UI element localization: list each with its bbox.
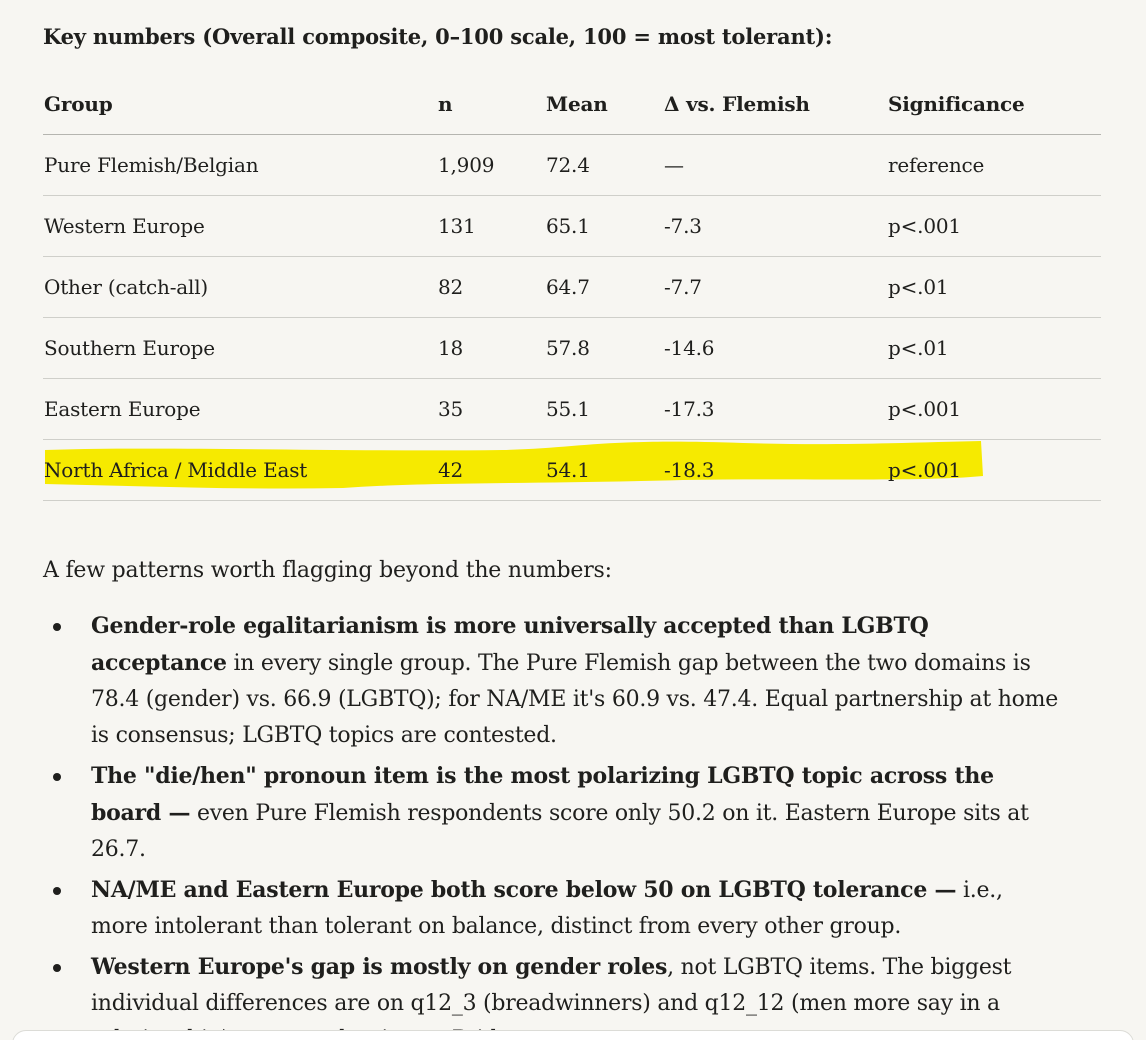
- cell-delta: -17.3: [664, 397, 715, 421]
- table-header-row: Group n Mean Δ vs. Flemish Significance: [43, 74, 1101, 135]
- cell-n: 18: [438, 336, 464, 360]
- bullet-bold-text: Gender-role egalitarianism is more unive…: [91, 613, 929, 676]
- list-item: Western Europe's gap is mostly on gender…: [43, 949, 1063, 1040]
- cell-delta: -18.3: [664, 458, 715, 482]
- intro-text: A few patterns worth flagging beyond the…: [43, 558, 612, 583]
- bullet-bold-text: The "die/hen" pronoun item is the most p…: [91, 763, 994, 826]
- header-significance: Significance: [888, 92, 1025, 116]
- section-heading: Key numbers (Overall composite, 0–100 sc…: [43, 24, 833, 49]
- cell-significance: reference: [888, 153, 985, 177]
- cell-significance: p<.001: [888, 458, 961, 482]
- bullet-text: even Pure Flemish respondents score only…: [91, 801, 1029, 862]
- cell-delta: -7.3: [664, 214, 702, 238]
- cell-group: Western Europe: [44, 214, 205, 238]
- list-item: Gender-role egalitarianism is more unive…: [43, 608, 1063, 754]
- cell-n: 131: [438, 214, 476, 238]
- cell-mean: 65.1: [546, 214, 590, 238]
- header-group: Group: [44, 92, 113, 116]
- results-table: Group n Mean Δ vs. Flemish Significance …: [43, 74, 1101, 501]
- list-item: The "die/hen" pronoun item is the most p…: [43, 758, 1063, 868]
- cell-significance: p<.001: [888, 214, 961, 238]
- bullet-icon: [53, 887, 61, 895]
- table-row: Other (catch-all) 82 64.7 -7.7 p<.01: [43, 257, 1101, 318]
- cell-n: 42: [438, 458, 464, 482]
- cell-n: 1,909: [438, 153, 495, 177]
- cell-mean: 55.1: [546, 397, 590, 421]
- cell-significance: p<.001: [888, 397, 961, 421]
- list-item: NA/ME and Eastern Europe both score belo…: [43, 872, 1063, 945]
- table-row-highlighted: North Africa / Middle East 42 54.1 -18.3…: [43, 440, 1101, 501]
- cell-mean: 64.7: [546, 275, 590, 299]
- table-row: Southern Europe 18 57.8 -14.6 p<.01: [43, 318, 1101, 379]
- bullet-bold-text: Western Europe's gap is mostly on gender…: [91, 954, 668, 980]
- patterns-list: Gender-role egalitarianism is more unive…: [43, 608, 1063, 1040]
- cell-mean: 72.4: [546, 153, 590, 177]
- bullet-text: i.e., more intolerant than tolerant on b…: [91, 878, 1003, 939]
- header-mean: Mean: [546, 92, 608, 116]
- bullet-icon: [53, 623, 61, 631]
- cell-significance: p<.01: [888, 336, 949, 360]
- cell-group: Pure Flemish/Belgian: [44, 153, 259, 177]
- cell-group: Southern Europe: [44, 336, 215, 360]
- cell-significance: p<.01: [888, 275, 949, 299]
- cell-delta: -7.7: [664, 275, 702, 299]
- header-delta: Δ vs. Flemish: [664, 92, 810, 116]
- cell-n: 82: [438, 275, 464, 299]
- header-n: n: [438, 92, 453, 116]
- table-row: Western Europe 131 65.1 -7.3 p<.001: [43, 196, 1101, 257]
- bullet-text: in every single group. The Pure Flemish …: [91, 651, 1059, 748]
- cell-delta: -14.6: [664, 336, 715, 360]
- bullet-icon: [53, 964, 61, 972]
- cell-mean: 57.8: [546, 336, 590, 360]
- table-row: Pure Flemish/Belgian 1,909 72.4 — refere…: [43, 135, 1101, 196]
- cell-group: Other (catch-all): [44, 275, 208, 299]
- cell-delta: —: [664, 153, 684, 177]
- cell-mean: 54.1: [546, 458, 590, 482]
- bullet-icon: [53, 773, 61, 781]
- bullet-bold-text: NA/ME and Eastern Europe both score belo…: [91, 877, 957, 903]
- table-row: Eastern Europe 35 55.1 -17.3 p<.001: [43, 379, 1101, 440]
- cell-group: Eastern Europe: [44, 397, 201, 421]
- composer-edge[interactable]: [12, 1030, 1134, 1040]
- cell-n: 35: [438, 397, 464, 421]
- cell-group: North Africa / Middle East: [44, 458, 308, 482]
